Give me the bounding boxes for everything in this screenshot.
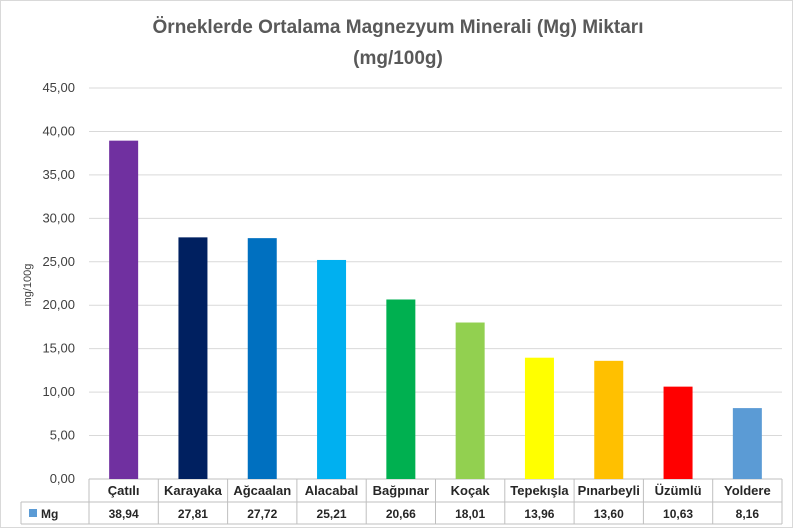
chart-title: Örneklerde Ortalama Magnezyum Minerali (… [153,17,644,38]
bar-9 [663,386,693,479]
bar-1 [109,140,139,479]
bar-4 [317,259,347,479]
value-label: 13,60 [594,507,624,521]
y-tick-label: 45,00 [42,80,75,95]
y-tick-label: 5,00 [50,428,75,443]
value-label: 38,94 [109,507,139,521]
bar-2 [178,237,208,479]
bar-3 [247,238,277,479]
category-label: Pınarbeyli [578,483,640,498]
category-label: Bağpınar [373,483,429,498]
value-label: 10,63 [663,507,693,521]
value-label: 25,21 [317,507,347,521]
category-label: Koçak [451,483,491,498]
y-axis-label: mg/100g [22,264,34,307]
value-label: 13,96 [524,507,554,521]
y-tick-label: 15,00 [42,341,75,356]
y-tick-label: 25,00 [42,254,75,269]
category-label: Tepekışla [510,483,569,498]
y-tick-label: 10,00 [42,384,75,399]
series-name: Mg [41,507,58,521]
value-label: 8,16 [736,507,760,521]
bar-7 [524,357,554,479]
category-label: Yoldere [724,483,771,498]
value-label: 18,01 [455,507,485,521]
category-label: Karayaka [164,483,223,498]
data-table: Çatılı 38,94 Karayaka 27,81 Ağcaalan 27,72 Ala… [20,479,783,525]
value-label: 20,66 [386,507,416,521]
value-label: 27,81 [178,507,208,521]
bar-8 [594,360,624,479]
bar-10 [732,408,762,479]
bars [109,140,762,479]
value-label: 27,72 [247,507,277,521]
chart-subtitle: (mg/100g) [353,48,443,69]
category-label: Alacabal [305,483,358,498]
y-axis-ticks: 0,00 5,00 10,00 15,00 20,00 25,00 30,00 35,00 40… [42,80,75,486]
y-tick-label: 20,00 [42,297,75,312]
bar-5 [386,299,416,479]
y-tick-label: 0,00 [50,471,75,486]
category-label: Ağcaalan [233,483,291,498]
category-label: Üzümlü [655,483,702,498]
y-tick-label: 40,00 [42,123,75,138]
legend-swatch [29,509,37,517]
y-tick-label: 35,00 [42,167,75,182]
bar-6 [455,322,485,479]
category-label: Çatılı [108,483,140,498]
y-tick-label: 30,00 [42,210,75,225]
